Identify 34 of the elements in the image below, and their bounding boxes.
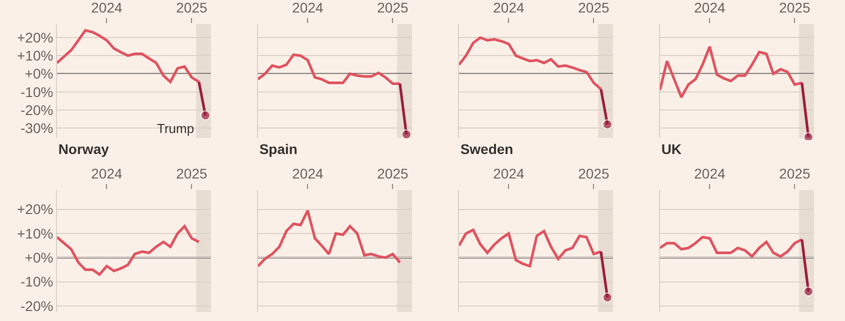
y-tick-label: +0%: [24, 66, 54, 82]
y-tick-label: -10%: [20, 274, 54, 290]
y-tick-label: +20%: [16, 201, 54, 218]
x-tick-label: 2025: [176, 165, 208, 182]
y-tick-label: -20%: [20, 102, 54, 118]
x-tick-label: 2024: [292, 0, 324, 16]
chart-title: UK: [661, 140, 682, 157]
x-tick-label: 2025: [578, 165, 610, 182]
x-tick-label: 2025: [779, 165, 810, 182]
x-tick-label: 2024: [694, 0, 726, 16]
y-tick-label: +0%: [24, 250, 54, 266]
x-tick-label: 2025: [779, 0, 810, 16]
y-tick-label: -30%: [20, 120, 54, 136]
x-tick-label: 2024: [91, 0, 122, 16]
chart-title: Norway: [58, 140, 110, 157]
chart-title: Spain: [259, 140, 298, 157]
x-tick-label: 2024: [493, 0, 524, 16]
y-tick-label: -10%: [20, 84, 54, 100]
x-tick-label: 2025: [377, 0, 408, 16]
x-tick-label: 2024: [493, 165, 524, 182]
y-tick-label: -20%: [20, 298, 54, 314]
y-tick-label: +10%: [16, 225, 54, 242]
line-series: [57, 224, 200, 276]
x-tick-label: 2025: [377, 165, 408, 182]
x-tick-label: 2025: [176, 0, 208, 16]
y-tick-label: +20%: [16, 29, 54, 46]
x-tick-label: 2025: [578, 0, 610, 16]
x-tick-label: 2024: [694, 165, 726, 182]
chart-title: Sweden: [460, 140, 514, 157]
line-series: [57, 29, 200, 84]
band-label: Trump: [157, 121, 194, 136]
x-tick-label: 2024: [292, 165, 324, 182]
x-tick-label: 2024: [91, 165, 122, 182]
y-tick-label: +10%: [16, 48, 54, 64]
